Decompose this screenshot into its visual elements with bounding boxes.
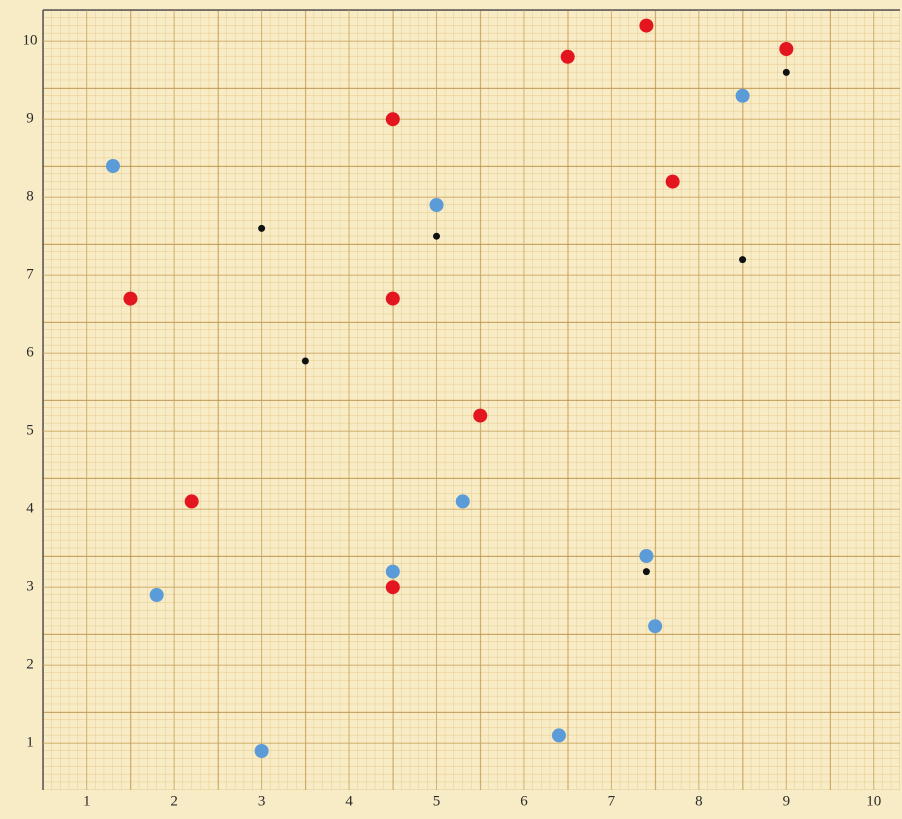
point — [552, 728, 566, 742]
point — [783, 69, 790, 76]
paper-grid-major — [43, 10, 900, 790]
point — [433, 233, 440, 240]
chart: 1 2 3 4 5 6 7 8 9 10 1 2 3 4 5 6 7 8 9 10 — [0, 0, 902, 819]
x-tick-label: 3 — [258, 793, 266, 809]
point — [643, 568, 650, 575]
y-tick-label: 5 — [26, 423, 34, 439]
point — [456, 494, 470, 508]
point — [666, 175, 680, 189]
x-tick-label: 9 — [783, 793, 791, 809]
y-tick-label: 8 — [26, 189, 34, 205]
point — [561, 50, 575, 64]
x-tick-label: 1 — [83, 793, 91, 809]
point — [106, 159, 120, 173]
y-tick-label: 9 — [26, 111, 34, 127]
point — [648, 619, 662, 633]
x-tick-label: 5 — [433, 793, 441, 809]
x-tick-label: 8 — [695, 793, 703, 809]
point — [185, 494, 199, 508]
y-tick-label: 2 — [26, 657, 34, 673]
x-tick-label: 6 — [520, 793, 528, 809]
y-tick-label: 4 — [26, 501, 34, 517]
y-tick-label: 7 — [26, 267, 34, 283]
point — [430, 198, 444, 212]
point — [739, 256, 746, 263]
point — [123, 292, 137, 306]
point — [386, 112, 400, 126]
point — [473, 409, 487, 423]
point — [386, 565, 400, 579]
point — [639, 549, 653, 563]
point — [255, 744, 269, 758]
point — [386, 292, 400, 306]
point — [639, 19, 653, 33]
point — [386, 580, 400, 594]
y-tick-label: 3 — [26, 579, 34, 595]
x-tick-label: 7 — [608, 793, 616, 809]
x-tick-label: 2 — [170, 793, 178, 809]
x-tick-label: 4 — [345, 793, 353, 809]
y-tick-label: 10 — [23, 33, 38, 49]
point — [779, 42, 793, 56]
point — [150, 588, 164, 602]
page: {"chart_data": { "type": "scatter", "xli… — [0, 0, 902, 819]
point — [302, 358, 309, 365]
y-tick-label: 6 — [26, 345, 34, 361]
x-tick-label: 10 — [866, 793, 881, 809]
point — [736, 89, 750, 103]
point — [258, 225, 265, 232]
y-tick-label: 1 — [26, 735, 34, 751]
